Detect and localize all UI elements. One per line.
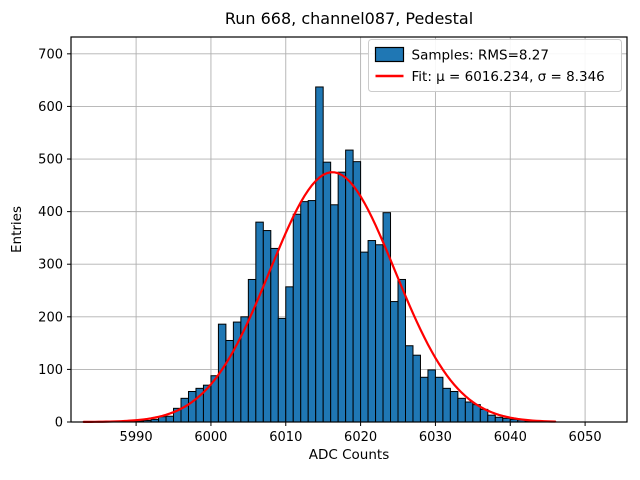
legend-samples-label: Samples: RMS=8.27 [412,48,549,64]
histogram-bar [442,387,451,423]
histogram-bar [405,345,414,423]
histogram-bar [270,247,279,423]
x-tick-label: 6020 [344,430,377,445]
y-axis-ticks: 0 100 200 300 400 500 600 700 [38,47,71,431]
histogram-bar [307,200,317,423]
histogram-bar [360,251,369,423]
histogram-bar [330,204,339,423]
chart-title: Run 668, channel087, Pedestal [225,9,473,28]
y-tick-label: 100 [38,363,63,378]
fit-curve [82,171,557,424]
histogram-bar [285,286,294,423]
legend-fit-label: Fit: μ = 6016.234, σ = 8.346 [412,69,605,85]
x-tick-label: 6010 [269,430,302,445]
histogram-bar [187,390,197,423]
legend-samples-swatch [374,46,405,63]
x-tick-label: 6030 [419,430,452,445]
histogram-bar [487,414,496,423]
y-tick-label: 200 [38,310,63,325]
histogram-bar [345,149,354,423]
y-tick-label: 300 [38,258,63,273]
histogram-bar [255,221,264,423]
y-axis-label: Entries [9,206,25,253]
histogram-bar [434,376,444,423]
x-axis-label: ADC Counts [309,447,389,463]
histogram-bar [375,244,384,423]
histogram-bar [457,397,466,423]
y-tick-label: 600 [38,100,63,115]
y-tick-label: 0 [55,416,63,431]
histogram-bar [277,317,287,423]
histogram-bar [315,86,324,423]
x-tick-label: 5990 [120,430,153,445]
x-tick-label: 6000 [194,430,227,445]
y-tick-label: 400 [38,205,63,220]
histogram-bar [300,201,309,423]
histogram-bar [397,278,406,423]
histogram-bar [180,397,189,423]
histogram-bar [247,278,257,423]
histogram-bar [292,213,302,423]
histogram-bar [337,171,347,423]
histogram-bar [367,240,377,423]
legend-box [368,39,622,92]
histogram-bar [419,376,429,423]
x-tick-label: 6040 [494,430,527,445]
histogram-bar [352,161,362,423]
histogram-bar [165,415,175,423]
histogram-bar [494,416,504,423]
x-tick-label: 6050 [569,430,602,445]
histogram-bar [464,401,474,423]
histogram-bar [322,161,332,423]
histogram-bars [128,86,534,423]
plot-border [70,36,628,423]
histogram-bar [427,369,436,423]
y-tick-label: 700 [38,47,63,62]
x-axis-ticks: 5990 6000 6010 6020 6030 6040 6050 [120,422,602,445]
histogram-bar [262,230,272,423]
y-tick-label: 500 [38,153,63,168]
histogram-bar [390,301,399,423]
histogram-bar [412,354,421,423]
legend: Samples: RMS=8.27 Fit: μ = 6016.234, σ =… [368,39,622,92]
histogram-bar [449,390,459,423]
